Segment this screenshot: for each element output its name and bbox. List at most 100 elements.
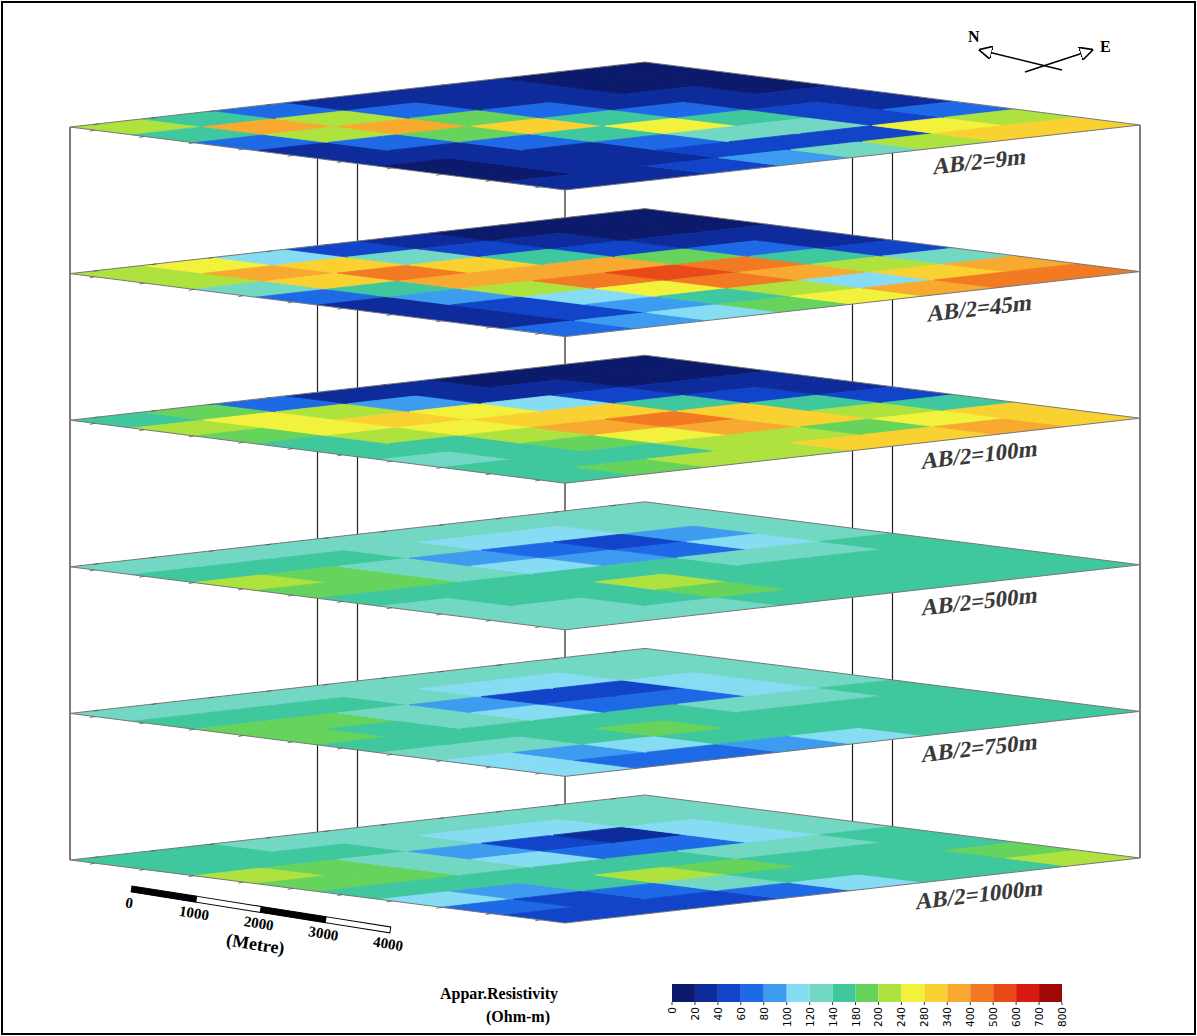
colorbar-box <box>718 984 741 1002</box>
edge-tick <box>238 296 243 297</box>
edge-tick <box>496 371 501 372</box>
edge-tick <box>381 824 386 825</box>
edge-tick <box>337 748 342 749</box>
slice-outline <box>70 648 1140 776</box>
edge-tick <box>337 455 342 456</box>
edge-tick <box>554 512 559 513</box>
edge-tick <box>189 436 194 437</box>
colorbar-box <box>833 984 856 1002</box>
edge-tick <box>151 117 156 118</box>
slice-label: AB/2=9m <box>932 143 1028 180</box>
colorbar-label: 500 <box>987 1007 999 1027</box>
colorbar-tick <box>832 1002 833 1005</box>
edge-tick <box>496 78 501 79</box>
edge-tick <box>189 876 194 877</box>
edge-tick <box>535 187 540 188</box>
edge-tick <box>139 869 144 870</box>
edge-tick <box>436 321 441 322</box>
edge-tick <box>209 257 214 258</box>
colorbar-tick <box>947 1002 948 1005</box>
edge-tick <box>90 717 95 718</box>
colorbar-label: 800 <box>1056 1007 1068 1027</box>
slice <box>70 209 1140 337</box>
figure: AB/2=9mAB/2=45mAB/2=100mAB/2=500mAB/2=75… <box>0 0 1197 1036</box>
cell <box>1006 264 1140 280</box>
edge-tick <box>611 358 616 359</box>
edge-tick <box>151 410 156 411</box>
colorbar-tick <box>901 1002 902 1005</box>
edge-tick <box>94 417 99 418</box>
colorbar-tick <box>809 1002 810 1005</box>
edge-tick <box>266 691 271 692</box>
colorbar-unit: (Ohm-m) <box>486 1008 550 1026</box>
colorbar-label: 0 <box>666 1007 678 1014</box>
edge-tick <box>266 251 271 252</box>
edge-tick <box>151 704 156 705</box>
slice <box>70 502 1140 630</box>
edge-tick <box>439 231 444 232</box>
cell <box>1006 117 1140 133</box>
edge-tick <box>139 136 144 137</box>
edge-tick <box>288 742 293 743</box>
colorbar-tick <box>855 1002 856 1005</box>
edge-tick <box>496 665 501 666</box>
edge-tick <box>189 583 194 584</box>
colorbar-tick <box>717 1002 718 1005</box>
edge-tick <box>238 735 243 736</box>
slice <box>70 355 1140 483</box>
edge-tick <box>266 544 271 545</box>
colorbar-label: 280 <box>918 1007 930 1027</box>
colorbar-box <box>878 984 901 1002</box>
slice-label: AB/2=500m <box>921 581 1039 620</box>
arrow-e <box>1025 50 1092 72</box>
colorbar-tick <box>786 1002 787 1005</box>
colorbar-box <box>924 984 947 1002</box>
edge-tick <box>189 143 194 144</box>
colorbar-tick <box>740 1002 741 1005</box>
colorbar-label: 180 <box>850 1007 862 1027</box>
edge-tick <box>554 218 559 219</box>
edge-tick <box>90 570 95 571</box>
frame-line <box>1139 125 1140 858</box>
colorbar-label: 340 <box>941 1007 953 1027</box>
edge-tick <box>496 811 501 812</box>
cell <box>1006 410 1140 426</box>
edge-tick <box>238 442 243 443</box>
edge-tick <box>238 149 243 150</box>
edge-tick <box>209 551 214 552</box>
edge-tick <box>238 589 243 590</box>
edge-tick <box>288 595 293 596</box>
slice-label: AB/2=45m <box>926 289 1033 327</box>
edge-tick <box>496 518 501 519</box>
edge-tick <box>486 181 491 182</box>
colorbar-label: 140 <box>827 1007 839 1027</box>
edge-tick <box>535 480 540 481</box>
edge-tick <box>381 678 386 679</box>
edge-tick <box>139 723 144 724</box>
edge-tick <box>90 130 95 131</box>
edge-tick <box>439 525 444 526</box>
slice <box>70 795 1140 923</box>
scale-label: 0 <box>124 894 134 911</box>
edge-tick <box>90 277 95 278</box>
slice-outline <box>70 355 1140 483</box>
edge-tick <box>337 308 342 309</box>
edge-tick <box>324 98 329 99</box>
edge-tick <box>381 91 386 92</box>
edge-ticks <box>90 652 617 775</box>
edge-tick <box>387 315 392 316</box>
colorbar-box <box>993 984 1016 1002</box>
edge-tick <box>387 608 392 609</box>
edge-tick <box>439 671 444 672</box>
edge-tick <box>436 467 441 468</box>
colorbar-tick <box>1062 1002 1063 1005</box>
slice-outline <box>70 62 1140 190</box>
edge-tick <box>387 168 392 169</box>
scale-title: (Metre) <box>225 930 286 960</box>
edge-tick <box>209 844 214 845</box>
edge-tick <box>554 658 559 659</box>
edge-tick <box>288 302 293 303</box>
edge-ticks <box>90 798 617 921</box>
edge-tick <box>535 333 540 334</box>
scale-label: 4000 <box>372 934 404 954</box>
